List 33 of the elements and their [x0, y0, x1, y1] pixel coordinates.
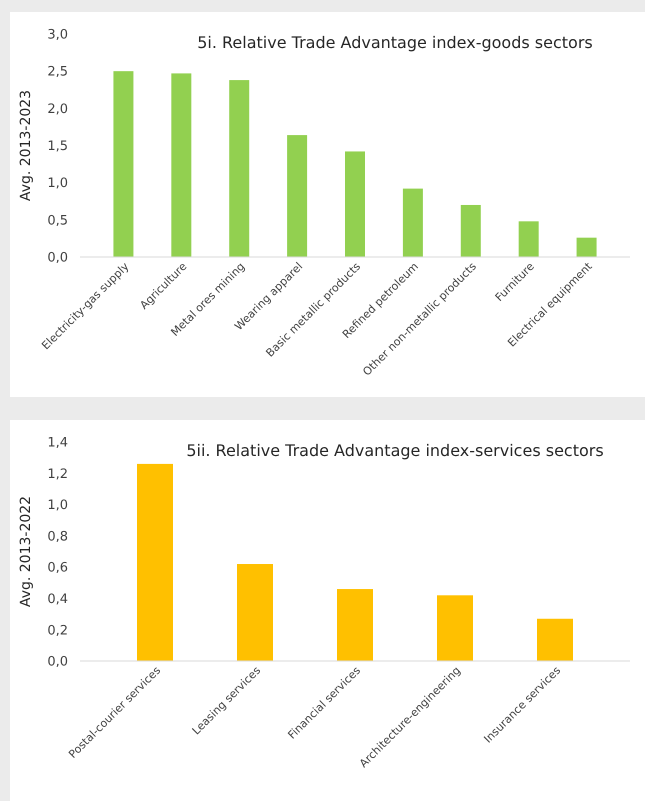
y-tick-label: 2,0	[47, 102, 68, 117]
y-tick-label: 2,5	[47, 64, 68, 80]
bar	[518, 221, 539, 257]
y-axis-title: Avg. 2013-2023	[18, 90, 34, 202]
bar	[237, 564, 273, 661]
y-tick-label: 1,5	[47, 139, 68, 154]
bar	[345, 151, 365, 257]
y-tick-label: 0,6	[47, 560, 68, 576]
bar	[113, 71, 134, 257]
bar	[402, 188, 423, 257]
bar	[171, 73, 192, 257]
y-tick-label: 1,4	[47, 436, 68, 451]
bar	[287, 135, 308, 257]
y-tick-label: 0,0	[47, 250, 68, 266]
y-tick-label: 1,2	[47, 466, 68, 482]
chart-title: 5ii. Relative Trade Advantage index-services sectors	[186, 441, 604, 460]
y-tick-label: 0,5	[47, 213, 68, 228]
y-tick-label: 0,4	[47, 592, 68, 607]
y-axis-title: Avg. 2013-2022	[18, 496, 34, 608]
bar	[337, 589, 373, 661]
bar	[229, 80, 250, 257]
y-tick-label: 1,0	[47, 176, 68, 192]
chart-title: 5i. Relative Trade Advantage index-goods sectors	[197, 33, 593, 52]
y-tick-label: 3,0	[47, 28, 68, 43]
y-tick-label: 1,0	[47, 498, 68, 514]
bar	[537, 618, 573, 661]
y-tick-label: 0,2	[47, 623, 68, 638]
bar	[437, 595, 473, 661]
bar	[576, 238, 597, 257]
bar	[137, 464, 173, 661]
y-tick-label: 0,0	[47, 654, 68, 670]
bar	[460, 204, 481, 257]
y-tick-label: 0,8	[47, 529, 68, 544]
